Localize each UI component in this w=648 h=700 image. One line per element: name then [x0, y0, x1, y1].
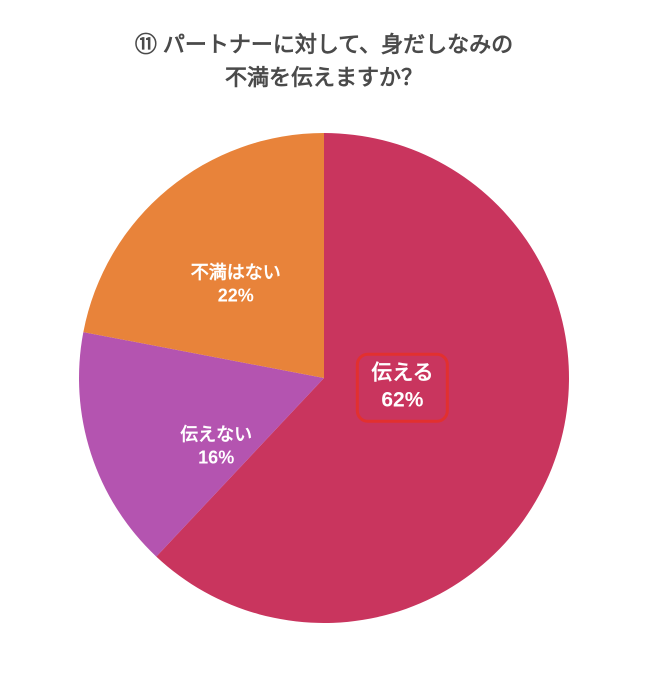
title-line-2: 不満を伝えますか？ [225, 65, 423, 90]
pie-svg [79, 133, 569, 623]
title-line-1: ⑪ パートナーに対して、身だしなみの [135, 32, 513, 57]
pie-chart: 伝える62%伝えない16%不満はない22% [79, 133, 569, 623]
chart-title: ⑪ パートナーに対して、身だしなみの 不満を伝えますか？ [0, 0, 648, 94]
